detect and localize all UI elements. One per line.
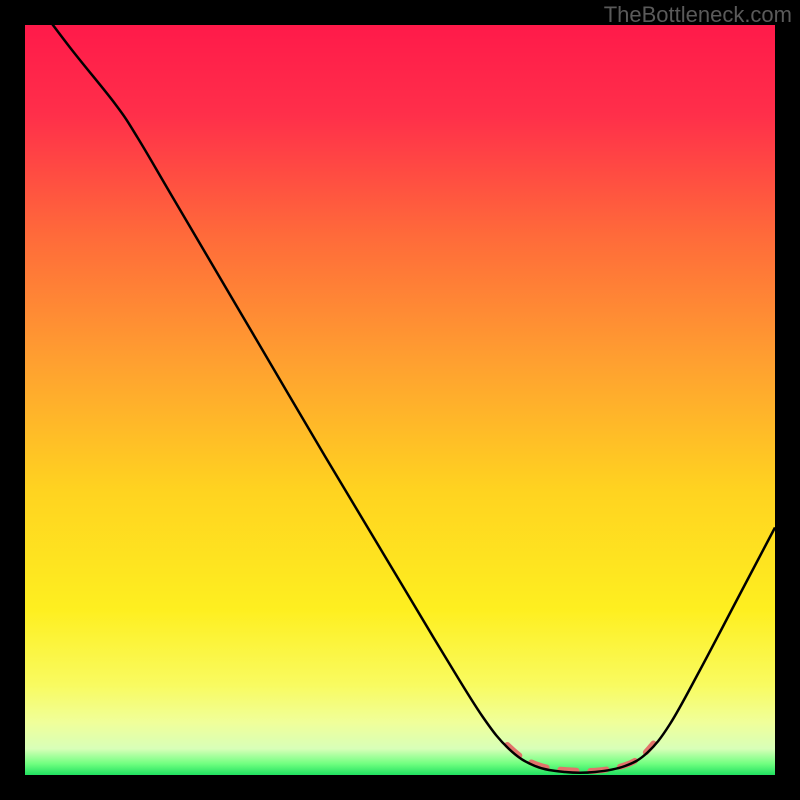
chart-svg bbox=[0, 0, 800, 800]
watermark-text: TheBottleneck.com bbox=[604, 2, 792, 28]
bottleneck-chart: TheBottleneck.com bbox=[0, 0, 800, 800]
